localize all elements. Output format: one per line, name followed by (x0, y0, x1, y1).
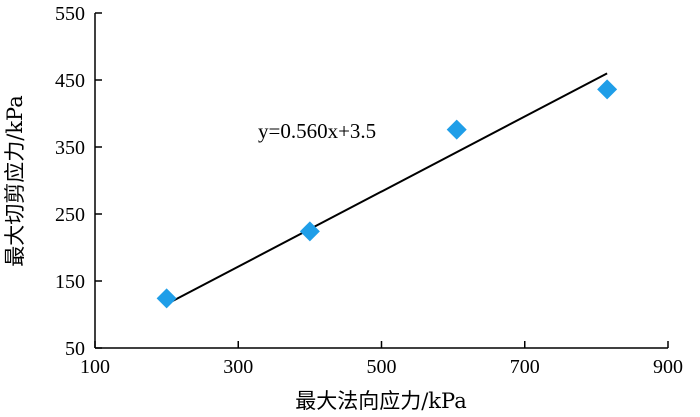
y-tick-label: 450 (55, 70, 85, 92)
x-tick-label: 100 (80, 356, 110, 378)
data-point (597, 79, 618, 100)
y-tick-label: 550 (55, 3, 85, 25)
y-axis-title: 最大切剪应力/kPa (3, 95, 27, 267)
y-tick-label: 350 (55, 137, 85, 159)
data-point (156, 288, 177, 309)
y-axis: 50 150 250 350 450 550 (55, 3, 102, 360)
y-tick-label: 50 (65, 338, 85, 360)
y-tick-label: 250 (55, 204, 85, 226)
x-tick-label: 700 (510, 356, 540, 378)
regression-line (166, 72, 608, 306)
x-tick-label: 500 (367, 356, 397, 378)
x-tick-label: 900 (653, 356, 683, 378)
y-tick-label: 150 (55, 271, 85, 293)
equation-label: y=0.560x+3.5 (258, 119, 376, 143)
x-axis: 100 300 500 700 900 (80, 341, 683, 378)
data-point (446, 119, 467, 140)
x-tick-label: 300 (223, 356, 253, 378)
data-point (299, 221, 320, 242)
x-axis-title: 最大法向应力/kPa (295, 389, 467, 413)
